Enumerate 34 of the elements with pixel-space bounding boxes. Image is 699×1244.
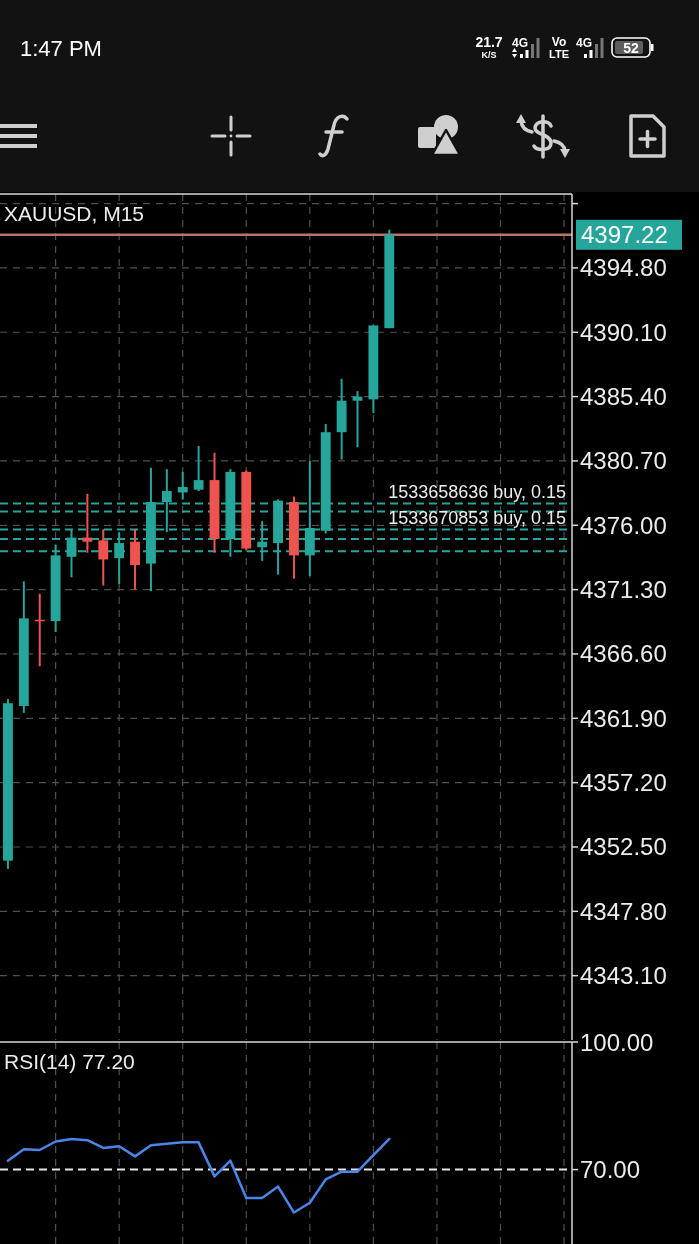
chart-title: RSI(14) 77.20 bbox=[4, 1050, 135, 1073]
y-tick-label: 4366.60 bbox=[580, 640, 667, 668]
ref-line-label: 1533670853 buy, 0.15 bbox=[388, 508, 566, 529]
text: 4G bbox=[512, 36, 529, 50]
candlestick bbox=[98, 528, 109, 587]
text: 1:47 PM bbox=[20, 36, 102, 61]
line-series bbox=[6, 1137, 391, 1214]
candlestick bbox=[82, 492, 93, 554]
y-tick-label: 100.00 bbox=[580, 1028, 654, 1056]
text: K/S bbox=[481, 50, 497, 60]
chart-title: XAUUSD, M15 bbox=[4, 202, 145, 225]
candlestick bbox=[177, 470, 188, 501]
candlestick bbox=[130, 528, 140, 591]
y-tick-label: 4385.40 bbox=[580, 383, 667, 411]
text: 21.7 bbox=[475, 34, 503, 50]
y-tick-label: 4357.20 bbox=[580, 769, 667, 797]
y-tick-label: 4380.70 bbox=[580, 447, 667, 475]
y-tick-label: 4347.80 bbox=[580, 897, 667, 925]
y-tick-label: 4390.10 bbox=[580, 318, 667, 346]
y-tick-label: 4371.30 bbox=[580, 576, 667, 604]
ref-line-label: 4397.22 bbox=[581, 221, 668, 249]
y-tick-label: 70.00 bbox=[580, 1156, 641, 1184]
ref-line-label: 1533658636 buy, 0.15 bbox=[388, 482, 566, 503]
y-tick-label: 4394.80 bbox=[580, 254, 667, 282]
y-tick-label: 4352.50 bbox=[580, 833, 667, 861]
text: Vo bbox=[551, 35, 567, 49]
y-tick-label: 4361.90 bbox=[580, 704, 667, 732]
candlestick bbox=[193, 444, 204, 493]
y-tick-label: 4343.10 bbox=[580, 962, 667, 990]
y-tick-label: 4376.00 bbox=[580, 511, 667, 539]
text: LTE bbox=[549, 48, 569, 60]
text: 52 bbox=[623, 40, 639, 56]
candlestick bbox=[352, 390, 363, 449]
text: 4G bbox=[576, 36, 593, 50]
